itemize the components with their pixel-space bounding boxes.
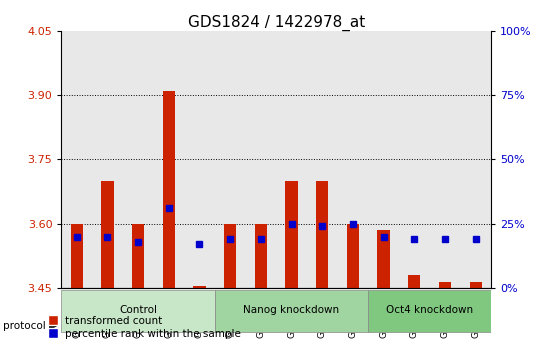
Bar bbox=[408, 275, 421, 288]
Bar bbox=[286, 181, 298, 288]
Bar bbox=[316, 181, 328, 288]
FancyBboxPatch shape bbox=[61, 290, 215, 332]
Bar bbox=[102, 181, 114, 288]
Bar bbox=[70, 224, 83, 288]
Legend: transformed count, percentile rank within the sample: transformed count, percentile rank withi… bbox=[44, 312, 245, 343]
Bar bbox=[470, 282, 482, 288]
Text: protocol ▶: protocol ▶ bbox=[3, 321, 57, 331]
Bar bbox=[255, 224, 267, 288]
Bar bbox=[224, 224, 237, 288]
Text: Control: Control bbox=[119, 305, 157, 315]
Bar bbox=[378, 230, 390, 288]
FancyBboxPatch shape bbox=[368, 290, 491, 332]
FancyBboxPatch shape bbox=[215, 290, 368, 332]
Bar bbox=[347, 224, 359, 288]
Text: Oct4 knockdown: Oct4 knockdown bbox=[386, 305, 473, 315]
Bar bbox=[439, 282, 451, 288]
Bar bbox=[163, 91, 175, 288]
Bar bbox=[194, 286, 206, 288]
Text: Nanog knockdown: Nanog knockdown bbox=[243, 305, 340, 315]
Title: GDS1824 / 1422978_at: GDS1824 / 1422978_at bbox=[187, 15, 365, 31]
Bar bbox=[132, 224, 145, 288]
